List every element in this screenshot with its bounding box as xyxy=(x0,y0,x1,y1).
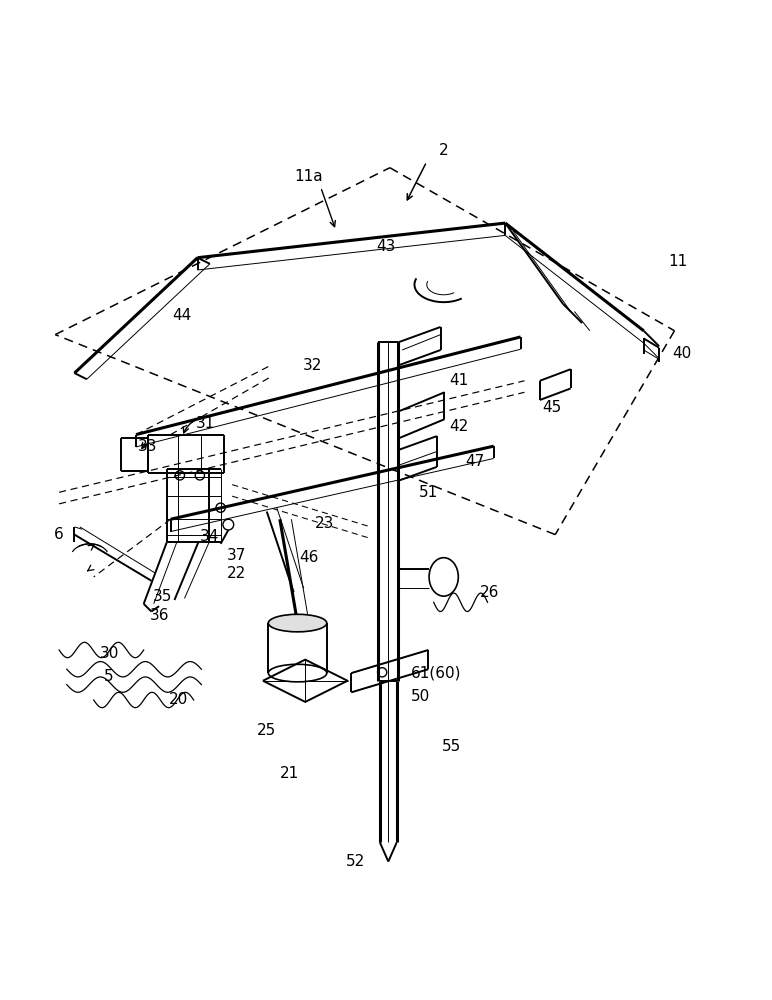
Text: 50: 50 xyxy=(411,689,430,704)
Text: 41: 41 xyxy=(449,373,469,388)
Text: 46: 46 xyxy=(300,550,319,565)
Text: 22: 22 xyxy=(226,566,245,581)
Text: 36: 36 xyxy=(149,608,169,623)
Text: 33: 33 xyxy=(137,439,157,454)
Text: 40: 40 xyxy=(672,346,692,361)
Ellipse shape xyxy=(269,614,327,632)
Text: 61(60): 61(60) xyxy=(411,666,461,681)
Text: 30: 30 xyxy=(100,646,119,661)
Text: 45: 45 xyxy=(542,400,561,415)
Text: 52: 52 xyxy=(346,854,365,869)
Text: 55: 55 xyxy=(442,739,461,754)
Text: 35: 35 xyxy=(153,589,173,604)
Text: 20: 20 xyxy=(169,692,188,707)
Text: 11a: 11a xyxy=(295,169,323,184)
Text: 44: 44 xyxy=(172,308,191,323)
Text: 47: 47 xyxy=(465,454,484,469)
Text: 21: 21 xyxy=(280,766,300,781)
Text: 25: 25 xyxy=(257,723,276,738)
Text: 31: 31 xyxy=(195,416,215,431)
Text: 51: 51 xyxy=(418,485,438,500)
Text: 11: 11 xyxy=(669,254,688,269)
Text: 2: 2 xyxy=(438,143,449,158)
Text: 5: 5 xyxy=(104,669,114,684)
Text: 34: 34 xyxy=(199,529,218,544)
Text: 37: 37 xyxy=(226,548,245,563)
Text: 43: 43 xyxy=(376,239,396,254)
Text: 32: 32 xyxy=(303,358,323,373)
Text: 23: 23 xyxy=(315,516,334,531)
Text: 26: 26 xyxy=(480,585,499,600)
Text: 42: 42 xyxy=(449,419,469,434)
Text: 6: 6 xyxy=(54,527,64,542)
